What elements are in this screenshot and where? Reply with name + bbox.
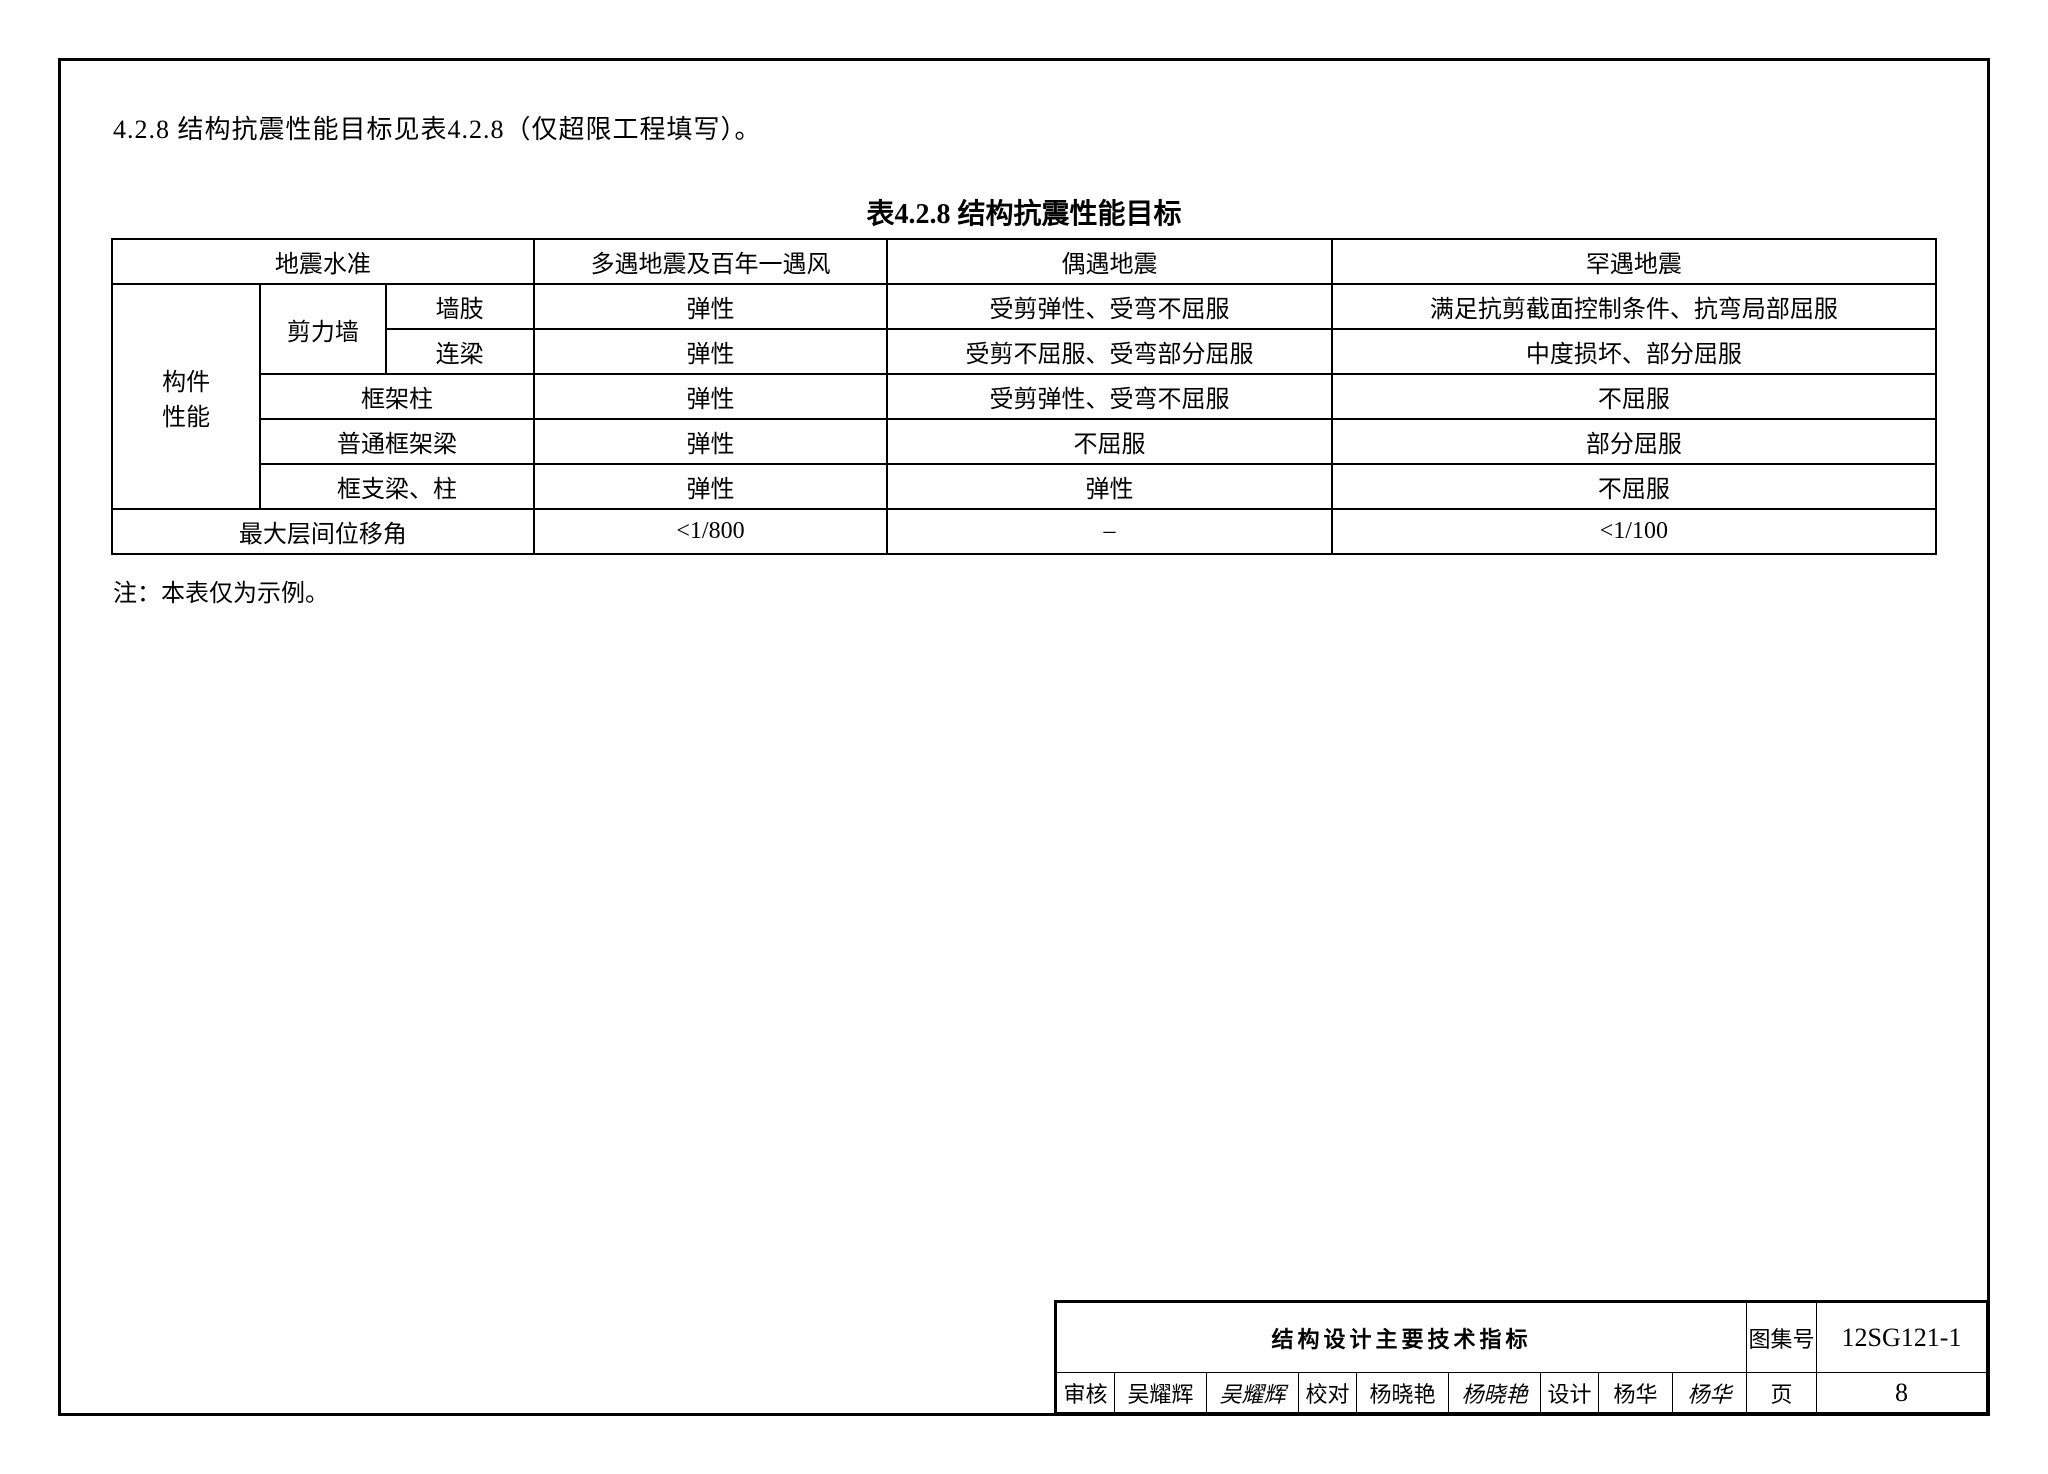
review-name: 吴耀辉 [1115,1373,1207,1413]
album-label: 图集号 [1747,1303,1817,1373]
design-name: 杨华 [1599,1373,1673,1413]
cell: 弹性 [534,374,887,419]
table-row: 最大层间位移角 <1/800 – <1/100 [112,509,1936,554]
design-signature: 杨华 [1673,1373,1747,1413]
table-header-row: 地震水准 多遇地震及百年一遇风 偶遇地震 罕遇地震 [112,239,1936,284]
cell: 框架柱 [260,374,534,419]
cell: <1/100 [1332,509,1936,554]
cell: 墙肢 [386,284,534,329]
check-signature: 杨晓艳 [1449,1373,1541,1413]
cell: 弹性 [887,464,1332,509]
cell: 弹性 [534,464,887,509]
cell: 弹性 [534,284,887,329]
check-name: 杨晓艳 [1357,1373,1449,1413]
cell: 满足抗剪截面控制条件、抗弯局部屈服 [1332,284,1936,329]
cell: 不屈服 [1332,374,1936,419]
table-note: 注：本表仅为示例。 [113,573,1937,608]
cell: 最大层间位移角 [112,509,534,554]
design-label: 设计 [1541,1373,1599,1413]
cell: – [887,509,1332,554]
page-number: 8 [1817,1373,1987,1413]
review-label: 审核 [1057,1373,1115,1413]
section-heading: 4.2.8 结构抗震性能目标见表4.2.8（仅超限工程填写）。 [113,109,1937,146]
performance-table: 地震水准 多遇地震及百年一遇风 偶遇地震 罕遇地震 构件 性能 剪力墙 墙肢 弹… [111,238,1937,555]
cell: 框支梁、柱 [260,464,534,509]
check-label: 校对 [1299,1373,1357,1413]
cell: 受剪弹性、受弯不屈服 [887,284,1332,329]
title-block: 结构设计主要技术指标 图集号 12SG121-1 审核 吴耀辉 吴耀辉 校对 杨… [1054,1300,1987,1413]
cell: 连梁 [386,329,534,374]
cell: 部分屈服 [1332,419,1936,464]
cell: 受剪弹性、受弯不屈服 [887,374,1332,419]
page-content: 4.2.8 结构抗震性能目标见表4.2.8（仅超限工程填写）。 表4.2.8 结… [61,61,1987,608]
hdr-seismic-level: 地震水准 [112,239,534,284]
table-row: 构件 性能 剪力墙 墙肢 弹性 受剪弹性、受弯不屈服 满足抗剪截面控制条件、抗弯… [112,284,1936,329]
drawing-title: 结构设计主要技术指标 [1057,1303,1747,1373]
page-label: 页 [1747,1373,1817,1413]
table-row: 普通框架梁 弹性 不屈服 部分屈服 [112,419,1936,464]
hdr-rare: 罕遇地震 [1332,239,1936,284]
cell: 弹性 [534,419,887,464]
review-signature: 吴耀辉 [1207,1373,1299,1413]
cell: 普通框架梁 [260,419,534,464]
table-row: 框架柱 弹性 受剪弹性、受弯不屈服 不屈服 [112,374,1936,419]
album-value: 12SG121-1 [1817,1303,1987,1373]
cell: 不屈服 [1332,464,1936,509]
hdr-frequent: 多遇地震及百年一遇风 [534,239,887,284]
cell: 不屈服 [887,419,1332,464]
page-frame: 4.2.8 结构抗震性能目标见表4.2.8（仅超限工程填写）。 表4.2.8 结… [58,58,1990,1416]
group-shear-wall: 剪力墙 [260,284,385,374]
table-row: 框支梁、柱 弹性 弹性 不屈服 [112,464,1936,509]
group-component-perf: 构件 性能 [112,284,260,509]
cell: <1/800 [534,509,887,554]
table-caption: 表4.2.8 结构抗震性能目标 [111,192,1937,232]
cell: 受剪不屈服、受弯部分屈服 [887,329,1332,374]
hdr-occasional: 偶遇地震 [887,239,1332,284]
table-row: 连梁 弹性 受剪不屈服、受弯部分屈服 中度损坏、部分屈服 [112,329,1936,374]
cell: 弹性 [534,329,887,374]
cell: 中度损坏、部分屈服 [1332,329,1936,374]
